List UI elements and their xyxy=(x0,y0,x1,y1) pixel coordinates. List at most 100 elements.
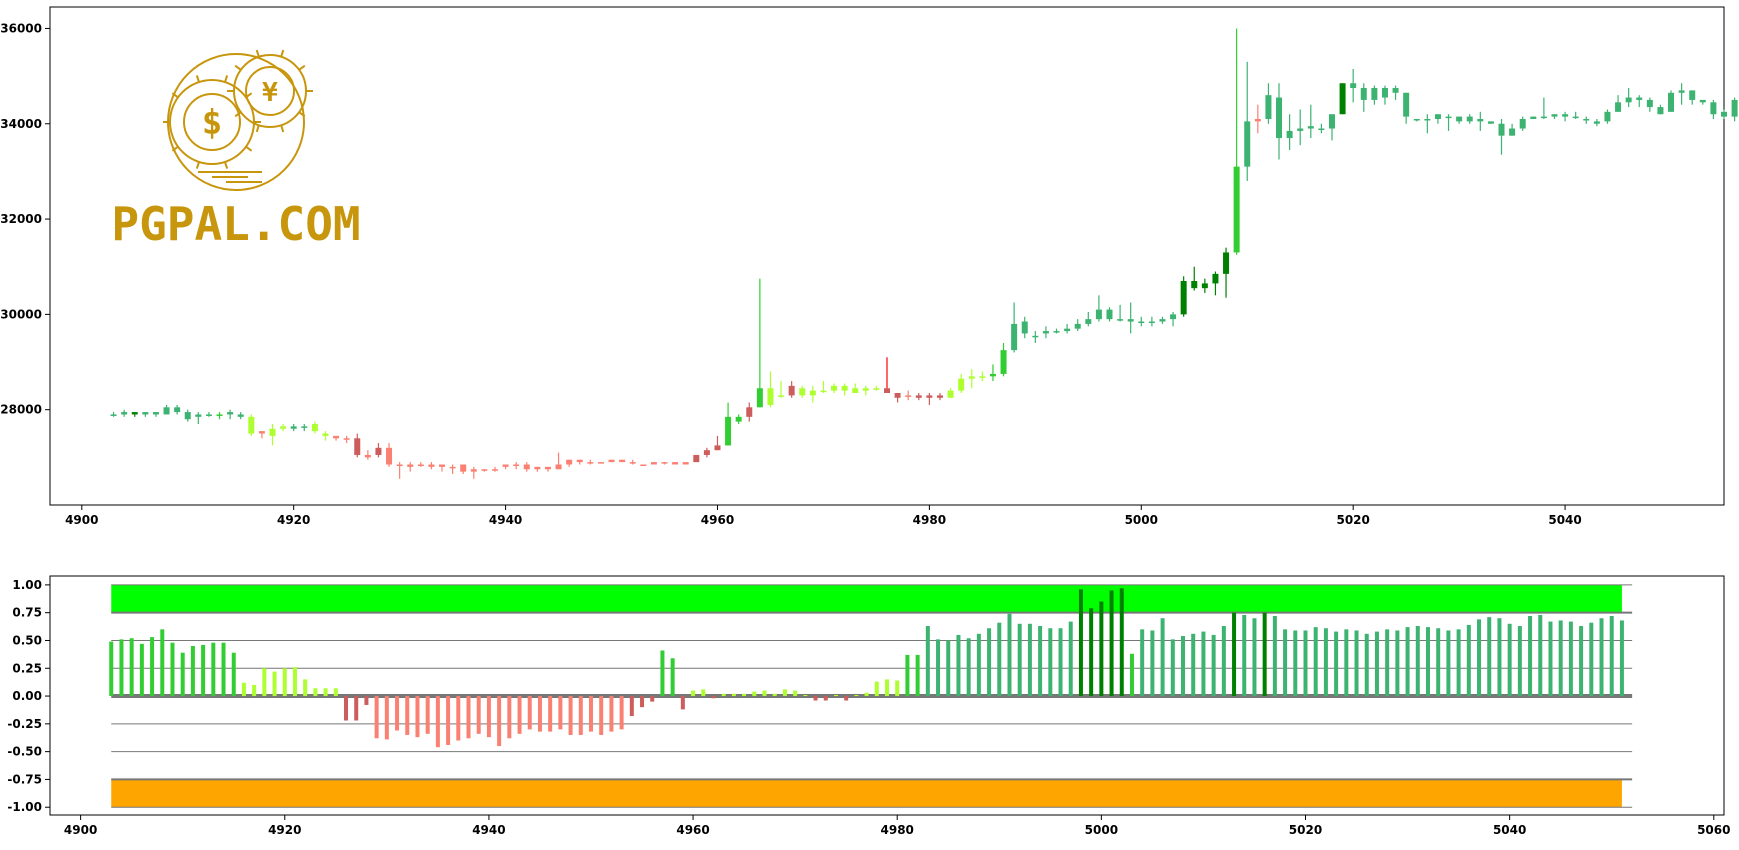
oscillator-bar xyxy=(435,696,440,748)
candle-body xyxy=(1180,281,1187,315)
candle-body xyxy=(619,459,626,463)
oscillator-bar xyxy=(1507,623,1512,697)
candle-body xyxy=(831,385,838,391)
oscillator-bar xyxy=(558,696,563,730)
candle-body xyxy=(968,376,975,379)
oscillator-bar xyxy=(619,696,624,730)
oscillator-bar xyxy=(1119,588,1124,697)
candle-body xyxy=(629,462,636,464)
candle-body xyxy=(1223,252,1230,274)
candle-body xyxy=(608,459,615,463)
candle-body xyxy=(205,414,212,416)
oscillator-bar xyxy=(936,639,941,697)
candle-body xyxy=(174,407,181,413)
oscillator-bar xyxy=(1395,630,1400,697)
candle-body xyxy=(640,464,647,466)
candle-body xyxy=(682,462,689,465)
x-tick-label: 5060 xyxy=(1697,823,1730,837)
oscillator-bar xyxy=(1027,623,1032,697)
oscillator-bar xyxy=(711,696,716,699)
oscillator-bar xyxy=(1385,629,1390,697)
candle-body xyxy=(693,454,700,463)
y-tick-label: 0.25 xyxy=(12,661,42,675)
oscillator-bar xyxy=(813,696,818,701)
candle-body xyxy=(1191,281,1198,289)
oscillator-bar xyxy=(1538,614,1543,697)
oscillator-bar xyxy=(1170,639,1175,697)
oscillator-bar xyxy=(609,696,614,732)
oscillator-bar xyxy=(1344,629,1349,697)
oscillator-bar xyxy=(527,696,532,730)
candle-body xyxy=(163,407,170,415)
oscillator-bar xyxy=(537,696,542,732)
candle-body xyxy=(1466,116,1473,122)
oscillator-bar xyxy=(987,628,992,697)
oscillator-bar xyxy=(568,696,573,735)
candle-body xyxy=(1074,323,1081,329)
candle-body xyxy=(703,450,710,455)
candle-body xyxy=(936,395,943,398)
candle-body xyxy=(989,373,996,377)
oscillator-bar xyxy=(1068,621,1073,697)
candle-body xyxy=(1085,319,1092,324)
candle-body xyxy=(375,447,382,455)
candle-body xyxy=(1593,121,1600,124)
oscillator-bar xyxy=(701,689,706,697)
oscillator-bar xyxy=(486,696,491,738)
candle-body xyxy=(1731,99,1738,117)
candle-body xyxy=(894,393,901,398)
oscillator-bar xyxy=(680,696,685,710)
oscillator-bar xyxy=(782,689,787,697)
oscillator-bar xyxy=(1548,621,1553,697)
candle-body xyxy=(947,390,954,398)
candle-body xyxy=(1350,83,1357,89)
oscillator-bar xyxy=(1446,630,1451,697)
oscillator-bar xyxy=(1619,620,1624,697)
oscillator-bar xyxy=(793,690,798,697)
candle-body xyxy=(1254,118,1261,122)
candle-body xyxy=(1117,319,1124,321)
oscillator-bar xyxy=(150,637,155,697)
oscillator-bar xyxy=(190,646,195,697)
oscillator-bar xyxy=(323,688,328,697)
x-tick-label: 4980 xyxy=(913,513,946,527)
x-tick-label: 4940 xyxy=(489,513,522,527)
oscillator-bar xyxy=(180,652,185,697)
oscillator-bar xyxy=(1160,618,1165,697)
oscillator-bar xyxy=(1579,626,1584,697)
candle-body xyxy=(1381,88,1388,98)
oscillator-bar xyxy=(139,643,144,697)
oscillator-bar xyxy=(803,694,808,697)
candle-body xyxy=(1159,319,1166,322)
candle-body xyxy=(110,414,117,416)
oscillator-bar xyxy=(282,668,287,697)
x-tick-label: 4960 xyxy=(676,823,709,837)
candle-body xyxy=(1583,118,1590,121)
oscillator-bar xyxy=(691,690,696,697)
oscillator-bar xyxy=(864,692,869,697)
y-tick-label: 0.50 xyxy=(12,633,42,647)
oscillator-bar xyxy=(374,696,379,739)
candle-body xyxy=(566,459,573,465)
candle-body xyxy=(1339,83,1346,115)
candle-body xyxy=(502,464,509,467)
oscillator-bar xyxy=(1466,624,1471,697)
candle-body xyxy=(343,438,350,440)
oscillator-bar xyxy=(1456,629,1461,697)
oscillator-bar xyxy=(548,696,553,732)
candle-body xyxy=(905,395,912,397)
oscillator-bar xyxy=(1334,631,1339,697)
oscillator-bar xyxy=(395,696,400,731)
candle-body xyxy=(301,426,308,428)
oscillator-bar xyxy=(905,654,910,697)
oscillator-bar xyxy=(425,696,430,734)
oscillator-bar xyxy=(1048,628,1053,697)
oscillator-bar xyxy=(854,694,859,697)
candle-body xyxy=(1042,331,1049,334)
candle-body xyxy=(1360,88,1367,100)
oscillator-bar xyxy=(1487,617,1492,697)
candle-body xyxy=(576,459,583,463)
y-tick-label: 0.75 xyxy=(12,606,42,620)
oscillator-bar xyxy=(129,638,134,697)
candle-body xyxy=(1148,321,1155,324)
